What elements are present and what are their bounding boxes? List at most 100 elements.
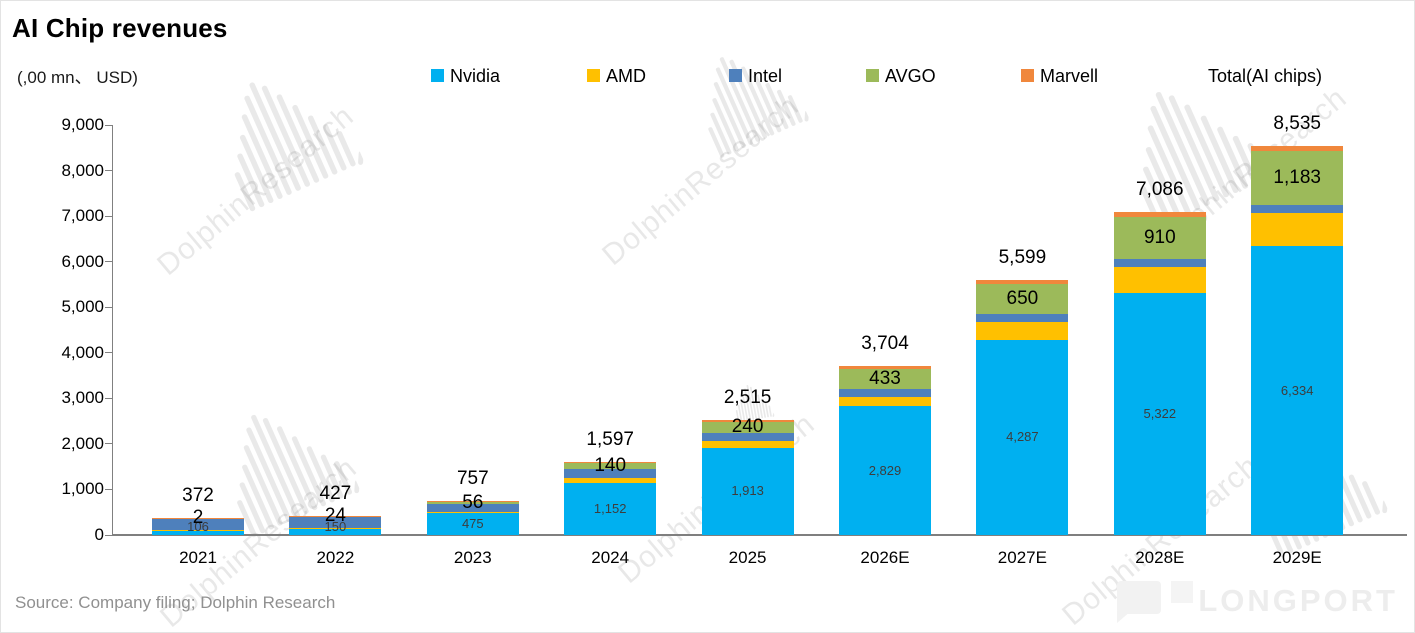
bar-segment-nvidia-2025 — [701, 447, 794, 535]
y-axis-tick-label: 8,000 — [61, 160, 104, 180]
bar-segment-marvell-2029E — [1251, 146, 1344, 152]
bar-segment-intel-2023 — [426, 503, 519, 512]
bar-segment-nvidia-2022 — [289, 528, 382, 535]
nvidia-value-label: 5,322 — [1143, 405, 1177, 421]
avgo-value-label: 433 — [869, 368, 901, 390]
nvidia-value-label: 1,152 — [593, 500, 627, 516]
y-axis-tick — [105, 170, 112, 172]
y-axis-tick — [105, 443, 112, 445]
nvidia-value-label: 475 — [461, 516, 484, 532]
dolphin-research-watermark-logo-icon — [680, 26, 812, 164]
y-axis-tick-label: 9,000 — [61, 115, 104, 134]
y-axis-tick-label: 7,000 — [61, 206, 104, 226]
bar-segment-nvidia-2021 — [152, 530, 244, 535]
x-axis-category-label: 2027E — [997, 548, 1047, 567]
legend-label: AVGO — [885, 66, 936, 86]
legend-item-total: Total(AI chips) — [1208, 66, 1323, 86]
bar-segment-nvidia-2023 — [426, 513, 519, 535]
avgo-value-label: 910 — [1143, 227, 1176, 249]
bar-segment-intel-2027E — [976, 314, 1069, 322]
x-axis-category-label: 2023 — [453, 548, 492, 567]
bar-segment-nvidia-2028E — [1113, 292, 1206, 535]
x-axis-category-label: 2022 — [316, 548, 355, 567]
axis-unit-label: (,00 mn、 USD) — [17, 68, 138, 87]
legend-swatch-marvell-icon — [1021, 69, 1034, 82]
y-axis-tick-label: 0 — [94, 525, 104, 544]
nvidia-value-label: 2,829 — [868, 462, 902, 478]
source-note: Source: Company filing; Dolphin Research — [15, 593, 336, 612]
longport-logo-icon — [1117, 581, 1161, 614]
total-value-label: 7,086 — [1136, 179, 1184, 201]
nvidia-value-label: 6,334 — [1280, 382, 1314, 398]
bar-segment-amd-2027E — [976, 321, 1069, 340]
y-axis-tick-label: 1,000 — [61, 479, 104, 499]
y-axis-tick-label: 2,000 — [61, 433, 104, 453]
x-axis-category-label: 2029E — [1272, 548, 1322, 567]
legend-label: Nvidia — [450, 66, 501, 86]
bar-segment-intel-2029E — [1251, 204, 1344, 214]
bar-segment-intel-2028E — [1113, 258, 1206, 268]
total-value-label: 1,597 — [586, 429, 634, 451]
bar-segment-amd-2024 — [564, 477, 657, 483]
avgo-value-label: 140 — [594, 454, 627, 476]
total-value-label: 372 — [182, 485, 214, 507]
total-value-label: 757 — [456, 467, 489, 489]
chart-title: AI Chip revenues — [12, 13, 228, 43]
legend-swatch-amd-icon — [587, 69, 600, 82]
bar-segment-nvidia-2024 — [564, 482, 657, 535]
legend-label: Marvell — [1040, 66, 1099, 86]
bar-segment-avgo-2022 — [289, 515, 382, 517]
bar-segment-avgo-2027E — [976, 284, 1069, 315]
total-value-label: 427 — [319, 482, 352, 504]
y-axis-line — [112, 125, 113, 536]
y-axis-tick-label: 3,000 — [61, 388, 104, 408]
avgo-value-label: 2 — [192, 507, 204, 529]
y-axis-tick — [105, 215, 112, 217]
bar-segment-intel-2022 — [289, 517, 382, 528]
bar-segment-amd-2028E — [1113, 267, 1206, 293]
bar-segment-amd-2026E — [839, 396, 931, 407]
total-value-label: 8,535 — [1273, 113, 1321, 135]
bar-segment-intel-2025 — [701, 432, 794, 441]
y-axis-tick-label: 6,000 — [61, 251, 104, 271]
avgo-value-label: 240 — [731, 416, 764, 438]
y-axis-tick — [105, 397, 112, 399]
bar-segment-avgo-2025 — [701, 421, 794, 433]
y-axis-tick-label: 5,000 — [61, 297, 104, 317]
legend-label: Intel — [748, 66, 783, 86]
y-axis-tick-label: 4,000 — [61, 342, 104, 362]
bar-segment-avgo-2029E — [1251, 151, 1344, 205]
y-axis-tick — [105, 124, 112, 126]
y-axis-tick — [105, 488, 112, 490]
y-axis-tick — [105, 534, 112, 536]
bar-segment-marvell-2026E — [839, 366, 931, 370]
bar-segment-intel-2021 — [152, 518, 244, 530]
legend-swatch-intel-icon — [729, 69, 742, 82]
y-axis-tick — [105, 306, 112, 308]
bar-segment-marvell-2027E — [976, 279, 1069, 285]
nvidia-value-label: 4,287 — [1006, 429, 1039, 445]
dolphin-research-watermark-logo-icon — [202, 377, 363, 546]
bar-segment-nvidia-2029E — [1251, 246, 1344, 535]
y-axis-tick — [105, 352, 112, 354]
bar-segment-amd-2025 — [701, 441, 794, 448]
avgo-value-label: 650 — [1006, 288, 1039, 310]
legend-swatch-avgo-icon — [866, 69, 879, 82]
bar-segment-nvidia-2026E — [839, 406, 931, 535]
bar-segment-amd-2023 — [426, 511, 519, 514]
x-axis-category-label: 2028E — [1135, 548, 1185, 567]
dolphin-research-watermark-logo-icon — [198, 43, 368, 220]
total-value-label: 5,599 — [998, 246, 1047, 268]
nvidia-value-label: 150 — [324, 518, 347, 534]
bar-segment-nvidia-2027E — [976, 339, 1069, 535]
x-axis-category-label: 2024 — [591, 548, 630, 567]
legend-swatch-nvidia-icon — [431, 69, 444, 82]
longport-logo-icon — [1171, 581, 1193, 603]
total-value-label: 2,515 — [723, 387, 772, 409]
bar-segment-avgo-2028E — [1113, 217, 1206, 259]
avgo-value-label: 56 — [462, 491, 484, 513]
bar-segment-amd-2029E — [1251, 213, 1344, 247]
x-axis-category-label: 2026E — [860, 548, 910, 567]
total-value-label: 3,704 — [861, 333, 909, 355]
y-axis-tick — [105, 261, 112, 263]
